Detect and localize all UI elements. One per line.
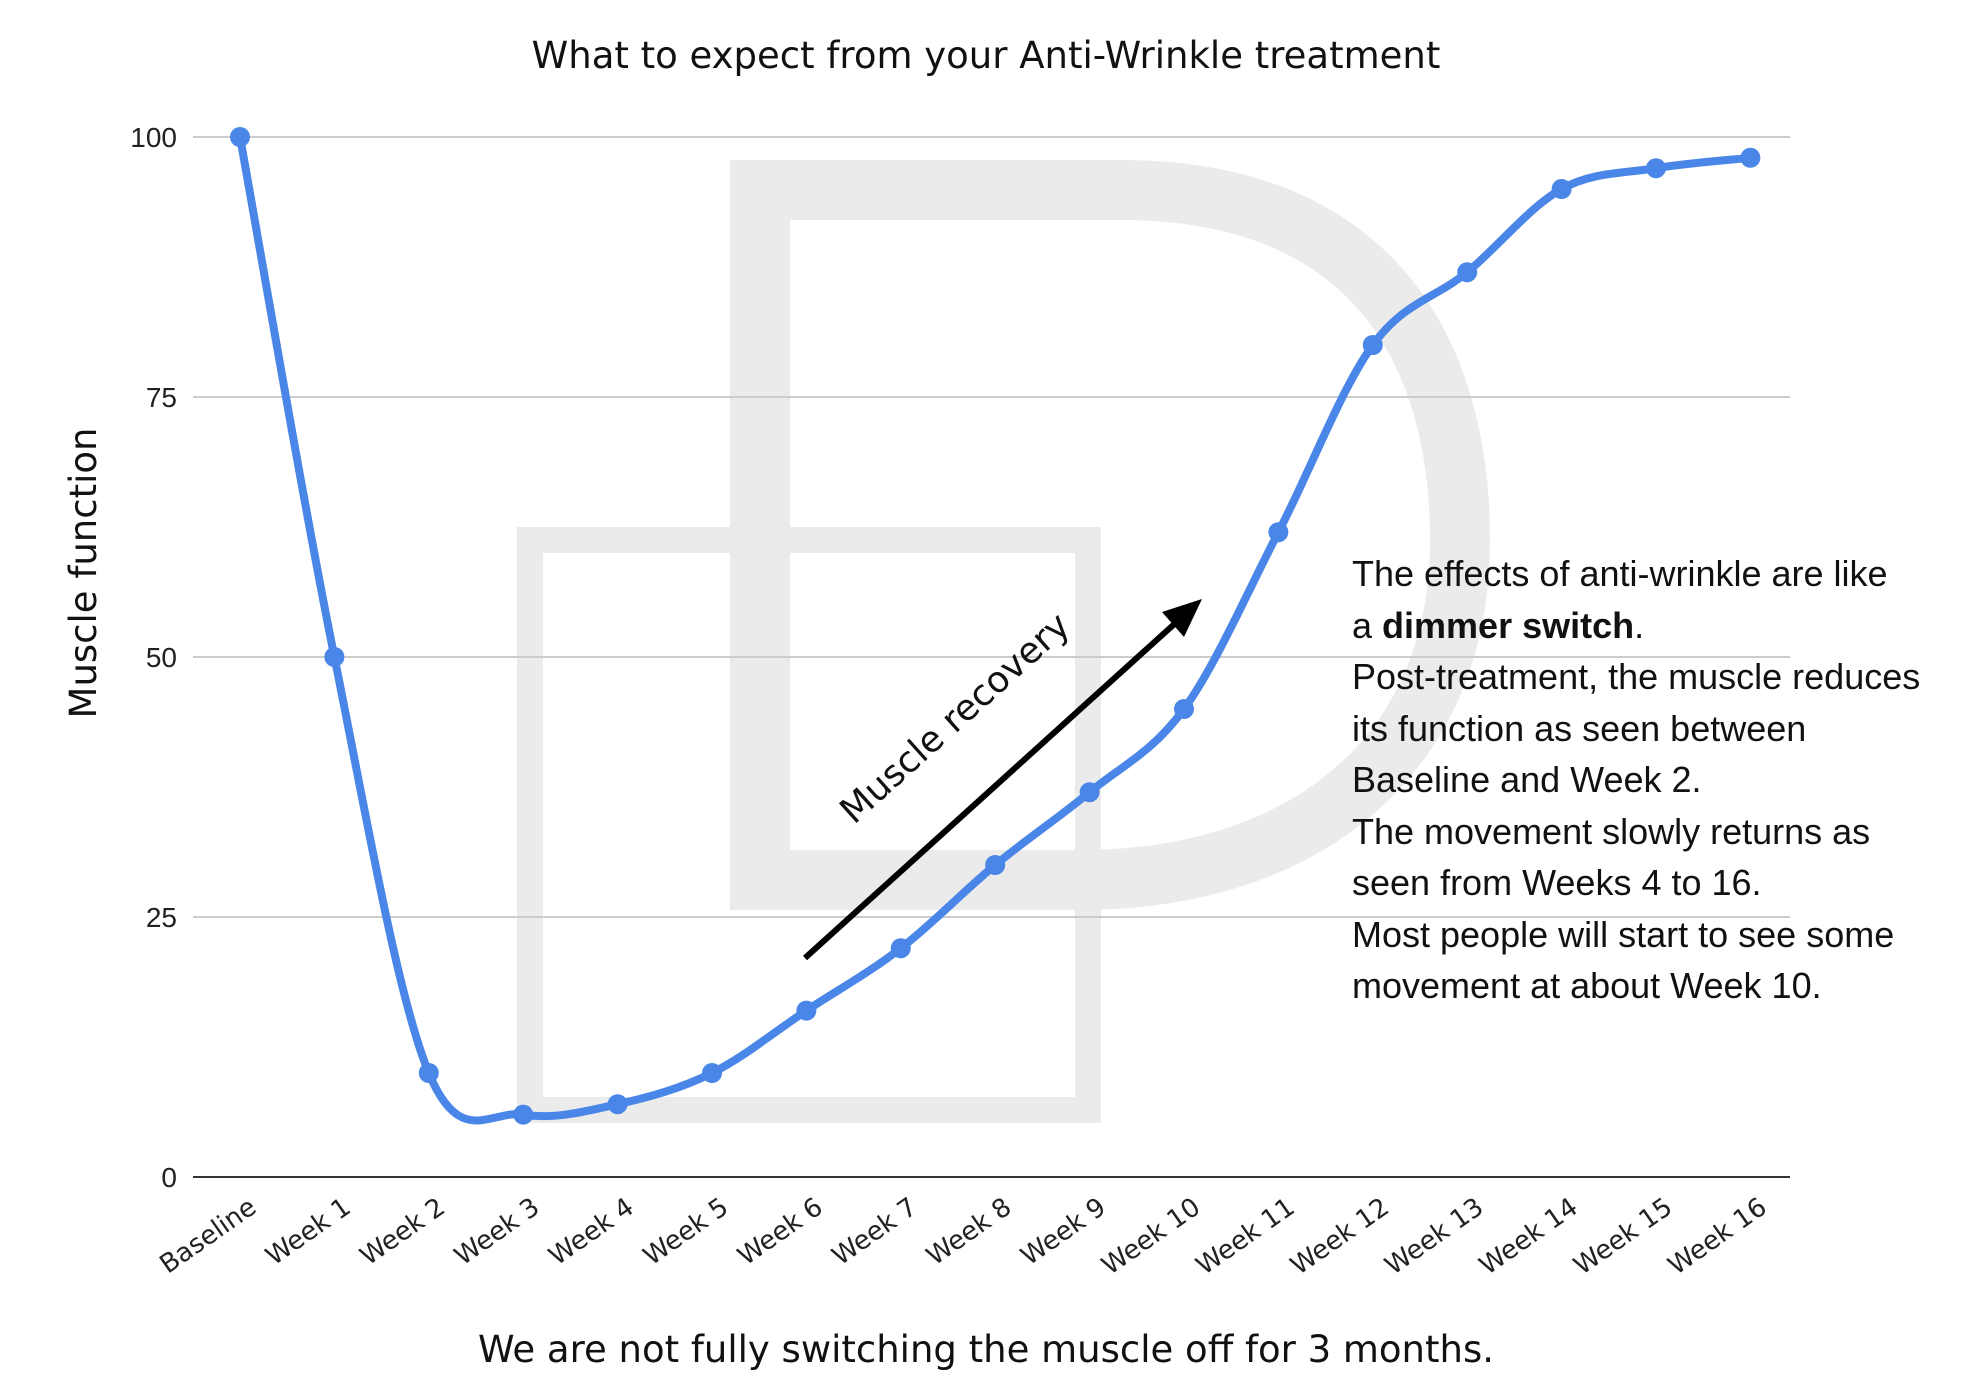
data-point <box>1740 147 1761 168</box>
annotation-line-1: The effects of anti-wrinkle are like <box>1352 553 1888 594</box>
data-point <box>418 1063 439 1083</box>
x-tick-label: Week 4 <box>544 1192 640 1272</box>
y-tick-label: 75 <box>146 382 177 413</box>
x-tick-label: Week 5 <box>638 1192 734 1272</box>
recovery-label: Muscle recovery <box>833 605 1079 832</box>
data-point <box>1362 335 1383 355</box>
data-point <box>324 647 345 667</box>
y-tick-label: 0 <box>161 1162 177 1193</box>
x-tick-label: Week 12 <box>1285 1192 1394 1281</box>
x-tick-label: Week 10 <box>1097 1192 1206 1281</box>
x-tick-label: Week 11 <box>1191 1192 1300 1281</box>
x-tick-label: Week 15 <box>1569 1192 1678 1281</box>
watermark-logo <box>517 160 1491 1123</box>
data-point <box>1551 179 1572 199</box>
x-tick-label: Week 2 <box>355 1192 451 1272</box>
x-tick-label: Week 13 <box>1380 1192 1489 1281</box>
data-point <box>702 1063 722 1083</box>
data-point <box>890 938 911 959</box>
data-point <box>1646 158 1666 179</box>
annotation-para-4: Most people will start to see some movem… <box>1352 913 1895 1007</box>
x-tick-label: Week 16 <box>1663 1192 1772 1281</box>
data-point <box>230 127 250 147</box>
y-tick-label: 100 <box>130 122 177 153</box>
x-tick-label: Week 6 <box>733 1192 829 1272</box>
x-tick-label: Week 7 <box>827 1192 923 1272</box>
data-point <box>985 855 1006 875</box>
data-point <box>1268 522 1289 543</box>
x-tick-label: Baseline <box>155 1192 263 1280</box>
grid-lines <box>193 136 1790 918</box>
data-point <box>796 1000 817 1021</box>
recovery-arrow <box>802 599 1202 961</box>
annotation-text: The effects of anti-wrinkle are like a d… <box>1352 548 1952 1012</box>
annotation-para-3: The movement slowly returns as seen from… <box>1352 810 1871 904</box>
data-points <box>230 127 1761 1125</box>
y-axis-ticks: 0 25 50 75 100 <box>130 122 177 1193</box>
chart-title: What to expect from your Anti-Wrinkle tr… <box>532 34 1441 77</box>
x-tick-label: Week 14 <box>1474 1192 1583 1281</box>
annotation-line-2: a dimmer switch. <box>1352 604 1645 646</box>
x-tick-label: Week 9 <box>1016 1192 1112 1272</box>
annotation-para-2: Post-treatment, the muscle reduces its f… <box>1352 656 1921 800</box>
y-tick-label: 50 <box>146 642 177 673</box>
x-tick-label: Week 8 <box>921 1192 1017 1272</box>
data-point <box>1174 699 1194 719</box>
data-point <box>513 1104 534 1125</box>
data-point <box>1079 782 1100 803</box>
data-point <box>607 1094 628 1115</box>
annotation-bold: dimmer switch <box>1382 604 1635 646</box>
y-tick-label: 25 <box>146 902 177 933</box>
data-point <box>1457 262 1478 283</box>
x-axis-caption: We are not fully switching the muscle of… <box>478 1328 1494 1371</box>
x-tick-label: Week 1 <box>261 1192 357 1272</box>
x-tick-label: Week 3 <box>449 1192 545 1272</box>
y-axis-label: Muscle function <box>62 428 105 719</box>
